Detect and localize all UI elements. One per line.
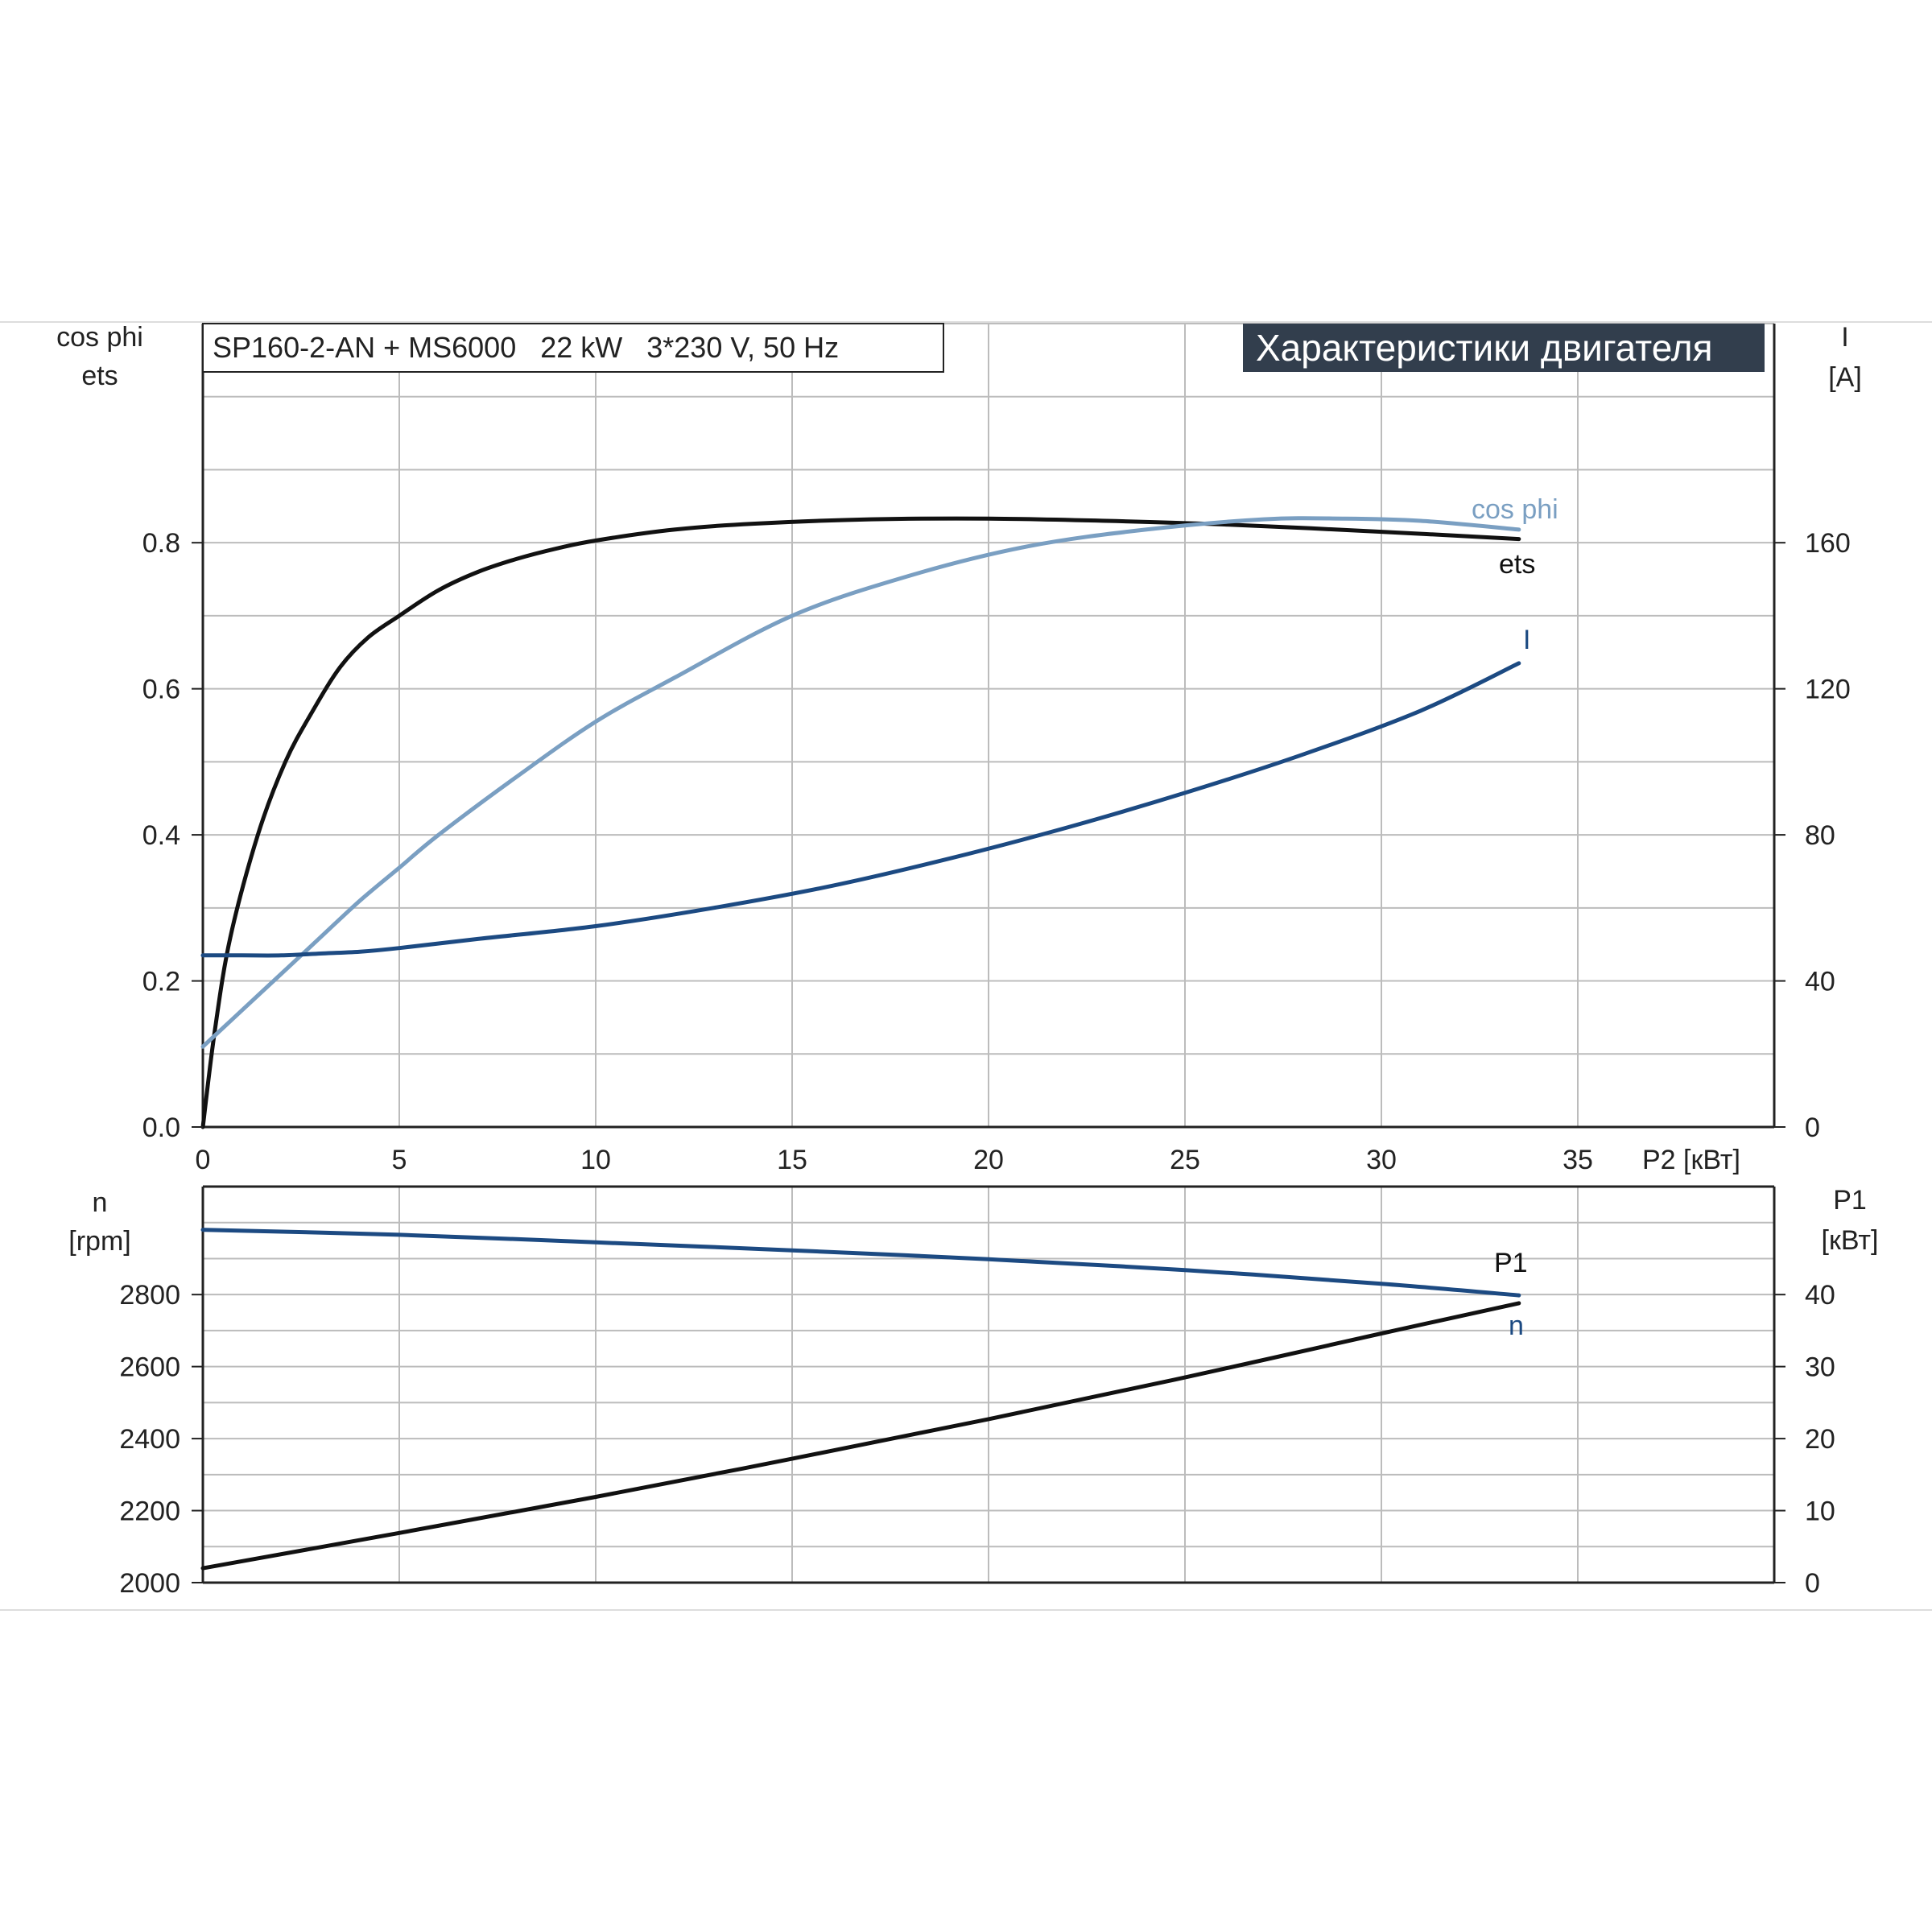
upper-left-tick-label: 0.4 [142, 820, 180, 851]
upper-right-tick-label: 80 [1805, 820, 1835, 851]
x-tick-label: 30 [1366, 1145, 1397, 1175]
series-label-cos-phi: cos phi [1472, 494, 1558, 525]
x-axis-label: P2 [кВт] [1642, 1145, 1740, 1175]
title-badge-text: Характеристики двигателя [1256, 327, 1713, 369]
lower-left-axis-label-n: n [93, 1187, 108, 1218]
series-label-i: I [1523, 625, 1530, 655]
lower-plot-series [200, 1228, 1521, 1571]
series-label-n: n [1509, 1311, 1524, 1341]
upper-right-tick-label: 160 [1805, 528, 1851, 559]
series-label-p1: P1 [1494, 1248, 1528, 1278]
lower-left-axis-label-unit: [rpm] [68, 1226, 130, 1257]
lower-left-tick-label: 2200 [119, 1496, 180, 1527]
x-tick-label: 0 [196, 1145, 211, 1175]
x-tick-label: 20 [973, 1145, 1004, 1175]
series-line-p1 [200, 1301, 1521, 1571]
lower-plot-ticks: 2000 2200 2400 2600 2800 0 10 20 30 40 [119, 1280, 1835, 1599]
upper-left-axis-label-cosphi: cos phi [56, 322, 143, 353]
upper-plot-grid [201, 323, 1776, 1129]
lower-right-axis-label-unit: [кВт] [1822, 1225, 1879, 1256]
x-tick-label: 35 [1563, 1145, 1593, 1175]
upper-right-axis-label-unit: [A] [1828, 362, 1862, 393]
upper-left-tick-label: 0.0 [142, 1113, 180, 1143]
lower-left-tick-label: 2600 [119, 1352, 180, 1383]
series-line-ets [200, 516, 1521, 1129]
upper-right-axis-label-i: I [1841, 322, 1848, 353]
x-tick-label: 15 [777, 1145, 807, 1175]
spec-text: SP160-2-AN + MS6000 22 kW 3*230 V, 50 Hz [213, 331, 839, 364]
x-tick-label: 25 [1170, 1145, 1200, 1175]
lower-right-tick-label: 40 [1805, 1280, 1835, 1311]
upper-right-tick-label: 0 [1805, 1113, 1820, 1143]
series-line-n [200, 1228, 1521, 1298]
lower-plot-grid [201, 1185, 1776, 1584]
upper-left-tick-label: 0.6 [142, 675, 180, 705]
upper-plot-series [200, 516, 1521, 1129]
upper-left-axis-label-ets: ets [81, 361, 118, 391]
x-tick-label: 5 [392, 1145, 407, 1175]
upper-plot-ticks: 0.0 0.2 0.4 0.6 0.8 0 40 80 120 160 0 5 10 15 20 25 30 35 [142, 528, 1851, 1175]
lower-right-tick-label: 10 [1805, 1496, 1835, 1527]
lower-left-tick-label: 2800 [119, 1280, 180, 1311]
lower-right-tick-label: 20 [1805, 1424, 1835, 1455]
lower-left-tick-label: 2000 [119, 1568, 180, 1599]
upper-right-tick-label: 40 [1805, 967, 1835, 997]
upper-left-tick-label: 0.2 [142, 967, 180, 997]
lower-right-tick-label: 30 [1805, 1352, 1835, 1383]
series-line-cos-phi [200, 516, 1521, 1049]
series-line-i [200, 661, 1521, 958]
lower-right-axis-label-p1: P1 [1833, 1185, 1867, 1216]
series-label-ets: ets [1499, 549, 1535, 580]
upper-left-tick-label: 0.8 [142, 528, 180, 559]
spec-box [202, 323, 944, 373]
lower-left-tick-label: 2400 [119, 1424, 180, 1455]
x-tick-label: 10 [580, 1145, 611, 1175]
lower-right-tick-label: 0 [1805, 1568, 1820, 1599]
title-badge [1243, 324, 1765, 372]
upper-right-tick-label: 120 [1805, 675, 1851, 705]
